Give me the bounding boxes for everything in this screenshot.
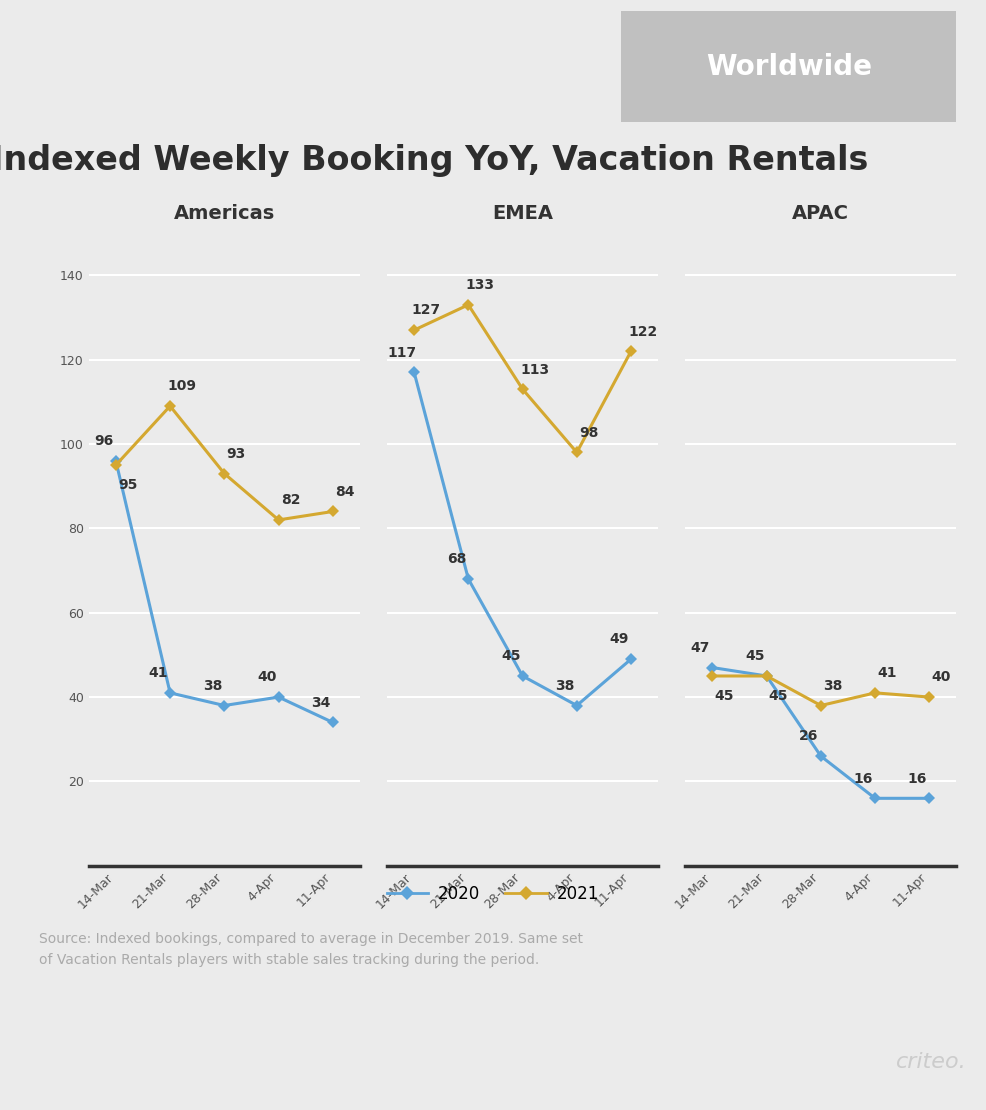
- Text: 16: 16: [854, 771, 873, 786]
- Text: 127: 127: [411, 303, 441, 317]
- Text: 47: 47: [691, 640, 710, 655]
- Text: 45: 45: [745, 649, 764, 664]
- Text: 109: 109: [168, 380, 196, 393]
- Text: Indexed Weekly Booking YoY, Vacation Rentals: Indexed Weekly Booking YoY, Vacation Ren…: [0, 144, 869, 178]
- Title: EMEA: EMEA: [492, 204, 553, 223]
- Text: 82: 82: [281, 493, 300, 507]
- Text: criteo.: criteo.: [895, 1052, 966, 1072]
- Text: 34: 34: [312, 696, 330, 709]
- Text: 26: 26: [800, 729, 818, 744]
- Text: 40: 40: [932, 670, 951, 685]
- Text: 98: 98: [579, 426, 599, 440]
- Text: 38: 38: [823, 679, 842, 693]
- Text: 133: 133: [465, 279, 495, 292]
- Text: 45: 45: [501, 649, 521, 664]
- Text: 41: 41: [878, 666, 896, 680]
- Text: 96: 96: [95, 434, 113, 448]
- Text: 40: 40: [257, 670, 276, 685]
- Text: 93: 93: [227, 447, 246, 461]
- Text: 95: 95: [118, 477, 137, 492]
- Text: 16: 16: [908, 771, 927, 786]
- Text: 122: 122: [628, 324, 658, 339]
- Legend: 2020, 2021: 2020, 2021: [380, 878, 606, 909]
- Text: Source: Indexed bookings, compared to average in December 2019. Same set
of Vaca: Source: Indexed bookings, compared to av…: [39, 932, 584, 967]
- Text: 41: 41: [149, 666, 168, 680]
- Text: 45: 45: [769, 688, 788, 703]
- Text: 49: 49: [609, 633, 629, 646]
- Title: APAC: APAC: [793, 204, 849, 223]
- Text: 38: 38: [203, 679, 222, 693]
- Text: 38: 38: [555, 679, 575, 693]
- Text: Worldwide: Worldwide: [706, 52, 872, 81]
- FancyBboxPatch shape: [604, 6, 973, 128]
- Text: 68: 68: [447, 553, 466, 566]
- Text: 84: 84: [335, 485, 354, 498]
- Text: 113: 113: [520, 363, 549, 376]
- Text: 45: 45: [715, 688, 734, 703]
- Text: 117: 117: [387, 345, 417, 360]
- Title: Americas: Americas: [174, 204, 275, 223]
